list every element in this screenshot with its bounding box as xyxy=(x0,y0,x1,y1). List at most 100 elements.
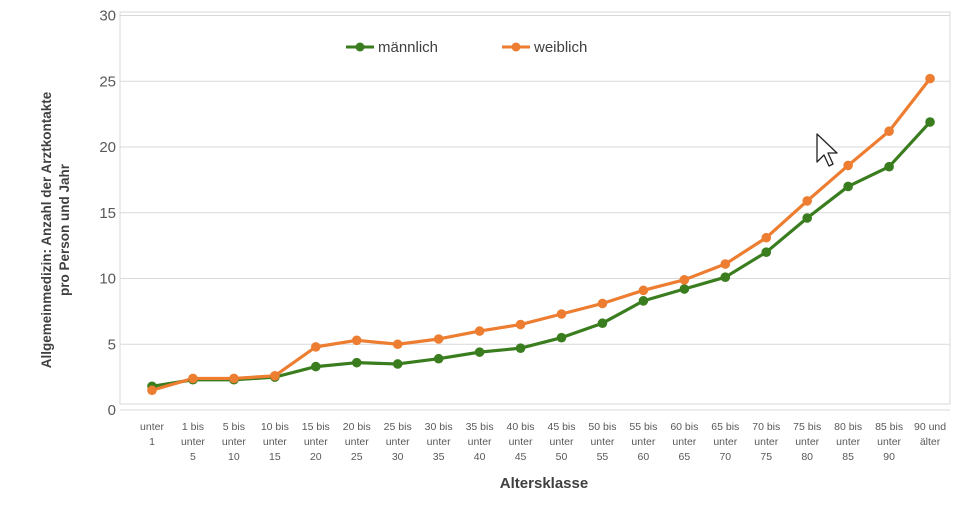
data-point xyxy=(761,247,772,257)
x-tick-label-line: unter xyxy=(795,436,819,448)
data-point xyxy=(474,347,485,357)
x-tick-label-line: 75 xyxy=(760,451,772,463)
y-tick-label: 10 xyxy=(99,271,116,288)
data-point xyxy=(270,371,280,381)
x-tick-label-line: 85 xyxy=(842,451,854,463)
data-point xyxy=(433,334,444,344)
data-point xyxy=(925,73,935,84)
data-point xyxy=(311,361,321,372)
x-tick-label-line: 5 xyxy=(190,451,196,463)
x-tick-label: 60 bis unter 65 xyxy=(670,421,698,463)
y-tick-labels: 0 5 10 15 20 25 30 xyxy=(99,8,116,420)
x-tick-label-line: 40 bis xyxy=(507,421,535,433)
y-tick-label: 30 xyxy=(99,8,116,25)
x-tick-label-line: unter xyxy=(754,436,778,448)
x-tick-label: 75 bis unter 80 xyxy=(793,421,821,463)
y-axis-title: Allgemeinmedizin: Anzahl der Arztkontakt… xyxy=(39,91,72,368)
data-point xyxy=(679,275,690,285)
data-point xyxy=(351,357,362,368)
series-line xyxy=(151,77,932,392)
x-tick-label: 45 bis unter 50 xyxy=(547,421,575,463)
y-tick-label: 5 xyxy=(108,336,116,353)
x-tick-label-line: 20 bis xyxy=(343,421,371,433)
x-tick-label-line: 70 xyxy=(719,451,731,463)
x-tick-label-line: 50 bis xyxy=(588,421,616,433)
x-tick-label-line: 80 xyxy=(801,451,813,463)
data-point xyxy=(311,342,321,352)
mouse-cursor-icon xyxy=(816,133,838,167)
data-point xyxy=(802,213,812,223)
gridlines xyxy=(120,15,950,411)
x-tick-label: 15 bis unter 20 xyxy=(302,421,330,463)
x-tick-label: 20 bis unter 25 xyxy=(343,421,371,463)
x-tick-label-line: 25 xyxy=(351,451,363,463)
x-tick-label-line: unter xyxy=(631,436,655,448)
x-tick-label-line: 25 bis xyxy=(384,421,412,433)
series-lines xyxy=(151,77,932,392)
x-tick-label-line: unter xyxy=(304,436,328,448)
legend-label-weiblich: weiblich xyxy=(533,39,587,56)
x-tick-label-line: 55 xyxy=(597,451,609,463)
x-tick-label-line: 55 bis xyxy=(629,421,657,433)
data-point xyxy=(884,161,894,172)
x-tick-label-line: 70 bis xyxy=(752,421,780,433)
data-point xyxy=(720,259,731,269)
data-point xyxy=(679,284,690,294)
x-tick-label-line: unter xyxy=(836,436,860,448)
data-point xyxy=(597,318,608,329)
x-tick-label-line: 1 xyxy=(149,436,155,448)
x-tick-label: 65 bis unter 70 xyxy=(711,421,739,463)
legend: männlich weiblich xyxy=(346,39,587,56)
x-tick-label-line: 90 xyxy=(883,451,895,463)
x-tick-label: 70 bis unter 75 xyxy=(752,421,780,463)
x-tick-label-line: unter xyxy=(181,436,205,448)
x-tick-label-line: unter xyxy=(263,436,287,448)
x-tick-label-line: 20 xyxy=(310,451,322,463)
x-tick-label-line: unter xyxy=(713,436,737,448)
data-point xyxy=(515,343,526,353)
x-tick-label-line: unter xyxy=(427,436,451,448)
x-tick-label: 85 bis unter 90 xyxy=(875,421,903,463)
y-tick-label: 15 xyxy=(99,205,116,222)
x-tick-label-line: 1 bis xyxy=(182,421,204,433)
x-tick-label-line: 60 xyxy=(638,451,650,463)
data-point xyxy=(597,298,608,309)
x-axis-title: Altersklasse xyxy=(500,475,588,492)
plot-area-frame xyxy=(119,11,951,405)
data-point xyxy=(392,359,403,369)
x-tick-label: 5 bis unter 10 xyxy=(222,421,246,463)
x-tick-label-line: unter xyxy=(140,421,164,433)
y-axis-title-line-1: Allgemeinmedizin: Anzahl der Arztkontakt… xyxy=(39,91,54,368)
x-tick-label: 40 bis unter 45 xyxy=(507,421,535,463)
data-point xyxy=(351,335,362,346)
x-tick-label: 90 und älter xyxy=(914,421,946,448)
x-tick-label-line: unter xyxy=(550,436,574,448)
x-tick-label: 55 bis unter 60 xyxy=(629,421,657,463)
data-point xyxy=(925,117,935,127)
legend-label-maennlich: männlich xyxy=(378,39,438,56)
y-tick-label: 25 xyxy=(99,73,116,90)
x-tick-label-line: 35 bis xyxy=(466,421,494,433)
x-tick-label: 35 bis unter 40 xyxy=(466,421,494,463)
x-tick-label: 50 bis unter 55 xyxy=(588,421,616,463)
x-tick-label-line: 15 xyxy=(269,451,281,463)
x-tick-label: 80 bis unter 85 xyxy=(834,421,862,463)
x-tick-label-line: 5 bis xyxy=(223,421,245,433)
series-line xyxy=(151,120,932,388)
data-point xyxy=(515,319,526,330)
x-tick-label: 10 bis unter 15 xyxy=(261,421,289,463)
x-tick-label: 1 bis unter 5 xyxy=(181,421,205,463)
x-tick-label-line: 65 bis xyxy=(711,421,739,433)
x-tick-label-line: unter xyxy=(345,436,369,448)
x-tick-label: unter 1 xyxy=(140,421,164,448)
y-tick-label: 20 xyxy=(99,139,116,156)
x-tick-label-line: 35 xyxy=(433,451,445,463)
x-tick-label-line: 30 bis xyxy=(425,421,453,433)
data-point xyxy=(433,353,444,364)
x-tick-label-line: 85 bis xyxy=(875,421,903,433)
x-tick-label-line: 65 xyxy=(679,451,691,463)
data-point xyxy=(229,373,239,384)
